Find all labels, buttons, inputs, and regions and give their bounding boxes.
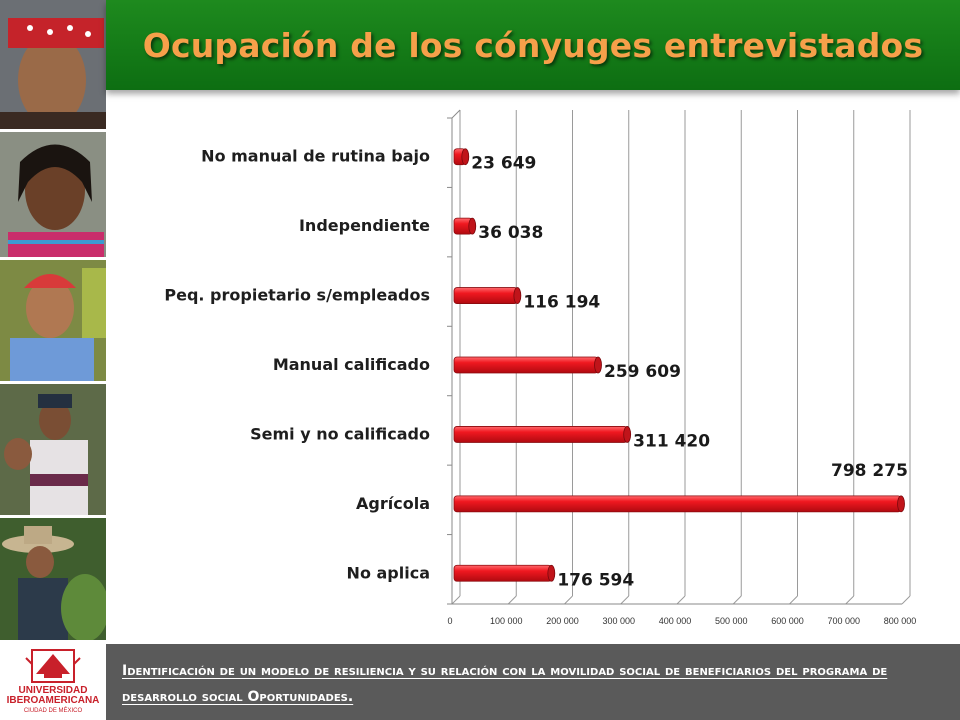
bar-cap [513,287,522,304]
bar [453,356,599,374]
category-label: Semi y no calificado [250,424,430,443]
data-label: 311 420 [633,431,710,451]
gridline-floor [676,595,686,605]
category-label: Manual calificado [273,355,430,374]
photo-elder-man [0,0,106,132]
bar-cap [547,564,556,582]
photo-farmer-hat [0,518,106,640]
category-label: Peq. propietario s/empleados [164,286,430,305]
logo-emblem-icon [25,649,81,683]
x-tick-label: 400 000 [659,616,692,626]
gridline-floor [507,595,517,605]
gridline-floor [901,595,911,605]
x-tick-label: 200 000 [546,616,579,626]
photo-woman [0,132,106,260]
x-tick-label: 800 000 [884,616,917,626]
bar [453,287,518,304]
bar-cap [461,148,470,166]
footer-caption: Identificación de un modelo de resilienc… [122,663,888,705]
x-tick-label: 100 000 [490,616,523,626]
gridline-floor [789,595,798,605]
bar-cap [468,217,477,235]
gridline-floor [620,595,630,605]
logo-line2: IBEROAMERICANA [6,695,100,706]
data-label: 36 038 [478,223,543,243]
bar-chart: 0 100 000 200 000 300 000 400 000 500 000 600 … [164,109,917,626]
x-tick-label: 700 000 [827,616,860,626]
header-band: Ocupación de los cónyuges entrevistados [106,0,960,90]
photo-strip [0,0,106,640]
logo-line1: UNIVERSIDAD [18,685,88,696]
data-label: 23 649 [471,154,536,174]
university-logo: UNIVERSIDAD IBEROAMERICANA CIUDAD DE MÉX… [0,644,106,720]
bar-cap [594,356,602,374]
x-tick-label: 0 [447,616,452,626]
category-label: Independiente [299,216,430,235]
photo-man-cap [0,260,106,384]
page-title: Ocupación de los cónyuges entrevistados [142,25,924,65]
bar [453,495,902,513]
x-tick-label: 600 000 [771,616,804,626]
footer: UNIVERSIDAD IBEROAMERICANA CIUDAD DE MÉX… [0,644,960,720]
category-label: Agrícola [356,494,430,513]
gridline-floor [732,595,742,605]
logo-line3: CIUDAD DE MÉXICO [23,708,83,714]
data-label: 798 275 [831,461,908,481]
bar [453,426,628,443]
gridline-floor [451,595,461,605]
x-tick-label: 500 000 [715,616,748,626]
gridline-floor [564,595,573,605]
bar [453,564,552,582]
gridline-floor [845,595,855,605]
bar-cap [897,495,905,513]
category-label: No aplica [347,563,430,582]
data-label: 176 594 [557,570,634,590]
x-tick-label: 300 000 [602,616,635,626]
category-label: No manual de rutina bajo [201,147,430,166]
axis-edge [451,109,461,119]
data-label: 116 194 [523,293,600,313]
photo-woman-child [0,384,106,518]
data-label: 259 609 [604,362,681,382]
bar-cap [623,426,632,443]
